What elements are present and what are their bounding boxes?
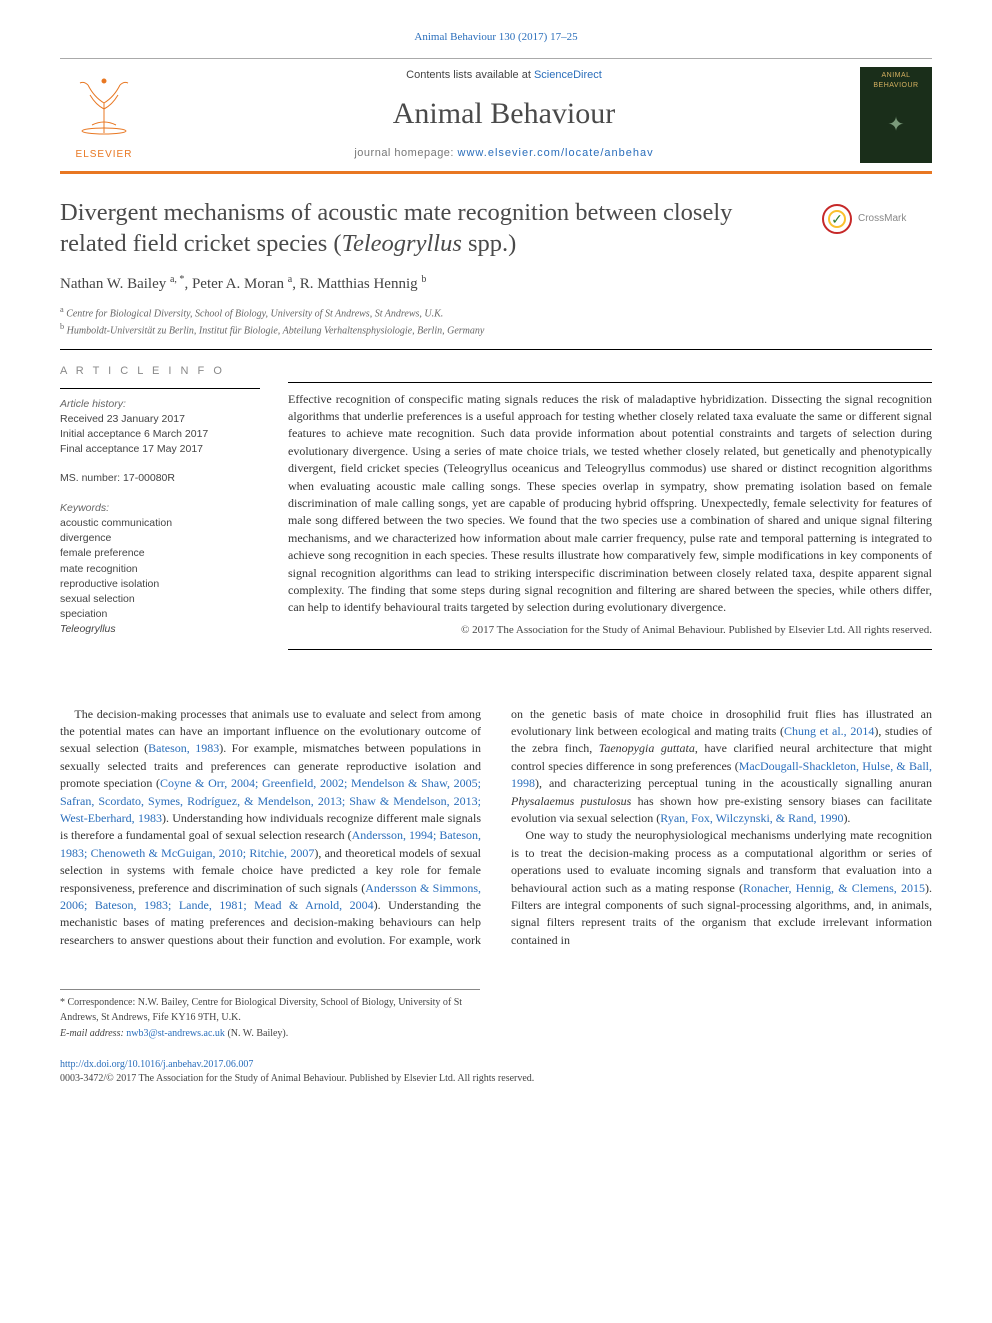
author-2: Peter A. Moran — [192, 276, 284, 292]
author-list: Nathan W. Bailey a, *, Peter A. Moran a,… — [60, 273, 932, 296]
correspondence-footnote: * Correspondence: N.W. Bailey, Centre fo… — [60, 996, 480, 1025]
abstract-col: Effective recognition of conspecific mat… — [288, 364, 932, 690]
author-3-sup: b — [421, 274, 426, 285]
author-1: Nathan W. Bailey — [60, 276, 166, 292]
keyword-italic: Teleogryllus — [60, 622, 260, 637]
abstract-bottom-rule — [288, 649, 932, 650]
received-date: Received 23 January 2017 — [60, 412, 260, 427]
keyword: reproductive isolation — [60, 577, 260, 592]
history-label: Article history: — [60, 397, 260, 412]
body-para-2: One way to study the neurophysiological … — [511, 827, 932, 949]
journal-title: Animal Behaviour — [160, 92, 848, 136]
email-who: (N. W. Bailey). — [225, 1028, 288, 1039]
final-acceptance: Final acceptance 17 May 2017 — [60, 442, 260, 457]
doi-link[interactable]: http://dx.doi.org/10.1016/j.anbehav.2017… — [60, 1059, 253, 1070]
homepage-line: journal homepage: www.elsevier.com/locat… — [160, 146, 848, 162]
contents-label: Contents lists available at — [406, 69, 534, 81]
author-3: R. Matthias Hennig — [300, 276, 418, 292]
article-info-heading: A R T I C L E I N F O — [60, 364, 260, 380]
ms-number: MS. number: 17-00080R — [60, 471, 260, 486]
article-head: ✓ CrossMark Divergent mechanisms of acou… — [60, 198, 932, 259]
footnotes: * Correspondence: N.W. Bailey, Centre fo… — [60, 989, 480, 1042]
species-italic: Physalaemus pustulosus — [511, 794, 631, 808]
elsevier-logo: ELSEVIER — [60, 67, 148, 163]
affiliations: a Centre for Biological Diversity, Schoo… — [60, 304, 932, 339]
article-info-col: A R T I C L E I N F O Article history: R… — [60, 364, 260, 690]
keyword: divergence — [60, 531, 260, 546]
keyword: acoustic communication — [60, 516, 260, 531]
cover-title: ANIMAL BEHAVIOUR — [862, 71, 930, 91]
affil-a: Centre for Biological Diversity, School … — [66, 308, 443, 319]
keyword: speciation — [60, 607, 260, 622]
initial-acceptance: Initial acceptance 6 March 2017 — [60, 427, 260, 442]
affil-a-sup: a — [60, 305, 64, 314]
body-text: The decision-making processes that anima… — [60, 706, 932, 949]
journal-banner: ELSEVIER Contents lists available at Sci… — [60, 58, 932, 174]
cover-image-icon: ✦ — [862, 111, 930, 140]
keywords-block: Keywords: acoustic communication diverge… — [60, 501, 260, 638]
affil-b-sup: b — [60, 322, 64, 331]
crossmark-label: CrossMark — [858, 212, 906, 227]
abstract-top-rule — [288, 382, 932, 383]
abstract-text: Effective recognition of conspecific mat… — [288, 391, 932, 617]
running-header: Animal Behaviour 130 (2017) 17–25 — [60, 30, 932, 46]
author-2-sup: a — [288, 274, 292, 285]
contents-available-line: Contents lists available at ScienceDirec… — [160, 68, 848, 84]
homepage-label: journal homepage: — [354, 147, 457, 159]
email-link[interactable]: nwb3@st-andrews.ac.uk — [126, 1028, 225, 1039]
footer-meta: http://dx.doi.org/10.1016/j.anbehav.2017… — [60, 1058, 932, 1087]
sciencedirect-link[interactable]: ScienceDirect — [534, 69, 602, 81]
keyword: female preference — [60, 546, 260, 561]
corr-label: * Correspondence: — [60, 997, 138, 1008]
citation[interactable]: Chung et al., 2014 — [784, 724, 874, 738]
citation[interactable]: Arnold, 2004 — [305, 898, 374, 912]
keyword: sexual selection — [60, 592, 260, 607]
elsevier-label: ELSEVIER — [76, 148, 133, 163]
keywords-label: Keywords: — [60, 501, 260, 516]
article-history: Article history: Received 23 January 201… — [60, 397, 260, 458]
affil-b: Humboldt-Universität zu Berlin, Institut… — [67, 326, 485, 337]
author-1-sup: a, * — [170, 274, 184, 285]
homepage-url[interactable]: www.elsevier.com/locate/anbehav — [458, 147, 654, 159]
email-label: E-mail address: — [60, 1028, 126, 1039]
title-genus: Teleogryllus — [342, 230, 462, 257]
rule-above-info — [60, 349, 932, 350]
journal-cover-thumb: ANIMAL BEHAVIOUR ✦ — [860, 67, 932, 163]
running-header-link[interactable]: Animal Behaviour 130 (2017) 17–25 — [414, 31, 577, 43]
email-footnote: E-mail address: nwb3@st-andrews.ac.uk (N… — [60, 1027, 480, 1042]
title-part2: spp.) — [462, 230, 516, 257]
crossmark-icon: ✓ — [822, 204, 852, 234]
keyword: mate recognition — [60, 562, 260, 577]
crossmark-badge[interactable]: ✓ CrossMark — [822, 204, 932, 234]
info-abstract-row: A R T I C L E I N F O Article history: R… — [60, 364, 932, 690]
article-title: Divergent mechanisms of acoustic mate re… — [60, 198, 800, 259]
citation[interactable]: Ronacher, Hennig, & Clemens, 2015 — [743, 881, 925, 895]
banner-center: Contents lists available at ScienceDirec… — [160, 68, 848, 161]
species-italic: Taenopygia guttata — [599, 741, 695, 755]
citation[interactable]: Bateson, 1983 — [148, 741, 219, 755]
citation[interactable]: Ryan, Fox, Wilczynski, & Rand, 1990 — [660, 811, 843, 825]
info-rule — [60, 388, 260, 389]
elsevier-tree-icon — [74, 75, 134, 144]
issn-copyright: 0003-3472/© 2017 The Association for the… — [60, 1072, 932, 1087]
abstract-copyright: © 2017 The Association for the Study of … — [288, 623, 932, 639]
